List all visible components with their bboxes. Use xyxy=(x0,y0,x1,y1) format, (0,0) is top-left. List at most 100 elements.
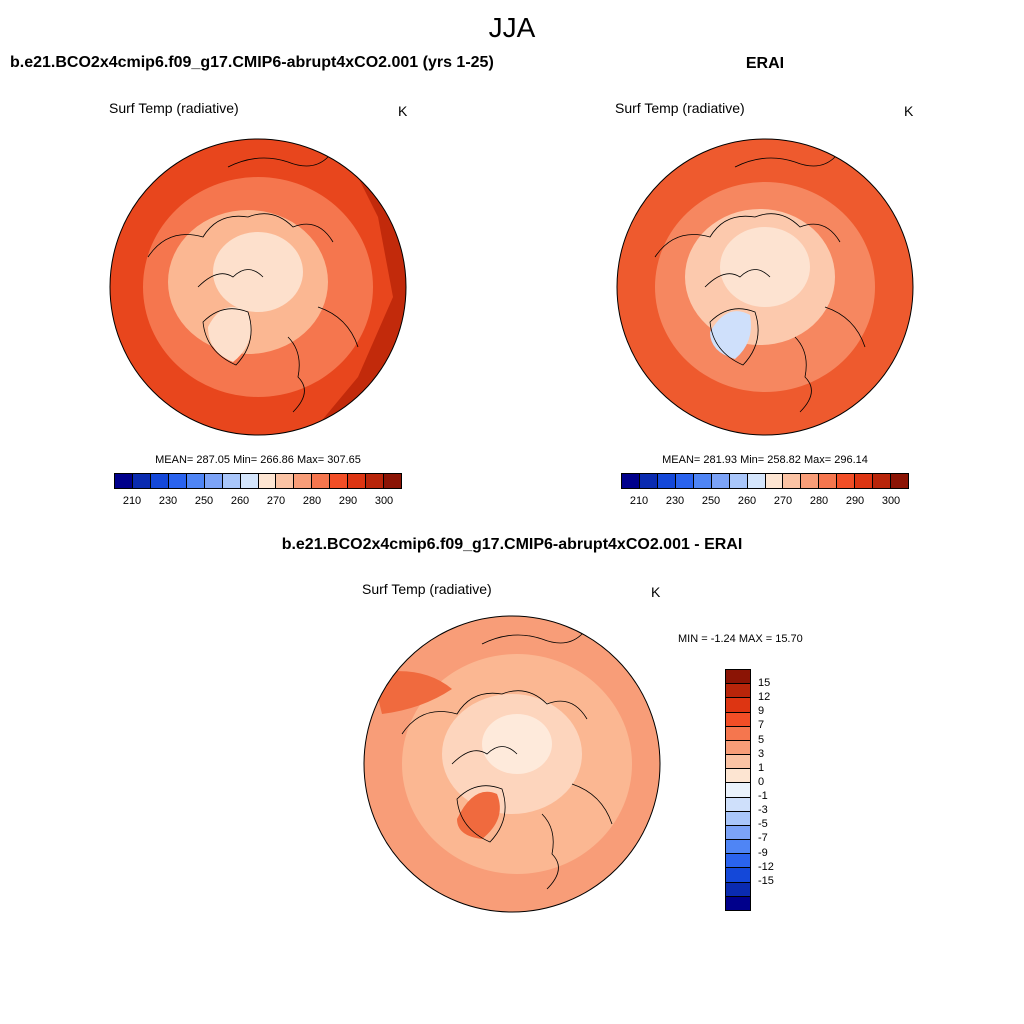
colorbar-tick-label: 250 xyxy=(701,495,721,507)
diff-hot-region xyxy=(372,671,452,714)
colorbar-tick-label: -3 xyxy=(758,804,768,817)
colorbar-swatch xyxy=(726,783,750,798)
obs-colorbar-labels: 210 230 250 260 270 280 290 300 xyxy=(621,495,909,509)
colorbar-tick-label: 280 xyxy=(809,495,829,507)
colorbar-swatch xyxy=(366,474,385,488)
colorbar-swatch xyxy=(891,474,908,488)
colorbar-swatch xyxy=(726,854,750,869)
model-hot-region xyxy=(308,139,406,435)
colorbar-tick-label: 250 xyxy=(194,495,214,507)
colorbar-swatch xyxy=(312,474,331,488)
colorbar-swatch xyxy=(726,868,750,883)
colorbar-swatch xyxy=(726,797,750,812)
obs-panel-title: ERAI xyxy=(745,55,785,72)
diff-coastlines xyxy=(401,633,613,890)
colorbar-swatch xyxy=(693,474,712,488)
colorbar-tick-label: 9 xyxy=(758,705,765,718)
colorbar-swatch xyxy=(801,474,820,488)
diff-colorbar-swatches xyxy=(725,669,751,911)
colorbar-tick-label: -9 xyxy=(758,846,768,859)
colorbar-tick-label: 15 xyxy=(758,677,771,690)
colorbar-swatch xyxy=(675,474,694,488)
colorbar-tick-label: -1 xyxy=(758,790,768,803)
model-panel-title: b.e21.BCO2x4cmip6.f09_g17.CMIP6-abrupt4x… xyxy=(10,54,494,71)
model-polar-map xyxy=(109,138,407,436)
obs-polar-map xyxy=(616,138,914,436)
colorbar-swatch xyxy=(639,474,658,488)
colorbar-swatch xyxy=(276,474,295,488)
colorbar-swatch xyxy=(186,474,205,488)
colorbar-tick-label: 230 xyxy=(158,495,178,507)
model-greenland xyxy=(208,307,251,362)
model-colorbar-swatches xyxy=(114,473,402,489)
diff-colorbar-labels: 15 12 9 7 5 3 1 0 -1 -3 -5 -7 -9 -12 -15 xyxy=(758,669,1024,909)
colorbar-swatch xyxy=(747,474,766,488)
colorbar-tick-label: -7 xyxy=(758,832,768,845)
colorbar-swatch xyxy=(726,840,750,855)
colorbar-swatch xyxy=(711,474,730,488)
diff-panel-title: b.e21.BCO2x4cmip6.f09_g17.CMIP6-abrupt4x… xyxy=(281,536,743,553)
colorbar-swatch xyxy=(873,474,892,488)
colorbar-swatch xyxy=(726,896,750,910)
colorbar-tick-label: -12 xyxy=(758,860,774,873)
model-pole-region xyxy=(213,232,303,312)
colorbar-tick-label: 7 xyxy=(758,719,765,732)
colorbar-tick-label: 1 xyxy=(758,761,765,774)
colorbar-swatch xyxy=(765,474,784,488)
model-colorbar: 210 230 250 260 270 280 290 300 xyxy=(114,473,402,509)
colorbar-tick-label: 290 xyxy=(338,495,358,507)
colorbar-swatch xyxy=(384,474,401,488)
colorbar-swatch xyxy=(726,698,750,713)
colorbar-tick-label: 270 xyxy=(773,495,793,507)
obs-unit-label: K xyxy=(904,103,914,119)
colorbar-swatch xyxy=(222,474,241,488)
model-colorbar-labels: 210 230 250 260 270 280 290 300 xyxy=(114,495,402,509)
colorbar-swatch xyxy=(115,474,133,488)
obs-variable-label: Surf Temp (radiative) xyxy=(615,100,745,116)
obs-colorbar: 210 230 250 260 270 280 290 300 xyxy=(621,473,909,509)
colorbar-swatch xyxy=(855,474,874,488)
colorbar-tick-label: 280 xyxy=(302,495,322,507)
colorbar-swatch xyxy=(168,474,187,488)
colorbar-tick-label: 230 xyxy=(665,495,685,507)
colorbar-swatch xyxy=(240,474,259,488)
colorbar-swatch xyxy=(657,474,676,488)
diff-pole-region xyxy=(482,714,552,774)
colorbar-swatch xyxy=(348,474,367,488)
obs-coastlines xyxy=(654,156,866,413)
colorbar-swatch xyxy=(294,474,313,488)
colorbar-swatch xyxy=(726,769,750,784)
colorbar-swatch xyxy=(726,712,750,727)
colorbar-swatch xyxy=(204,474,223,488)
colorbar-swatch xyxy=(726,882,750,897)
colorbar-tick-label: 210 xyxy=(629,495,649,507)
colorbar-tick-label: 5 xyxy=(758,733,765,746)
diff-colorbar xyxy=(725,669,751,911)
obs-colorbar-swatches xyxy=(621,473,909,489)
colorbar-tick-label: 260 xyxy=(230,495,250,507)
colorbar-swatch xyxy=(729,474,748,488)
colorbar-tick-label: 260 xyxy=(737,495,757,507)
colorbar-tick-label: -5 xyxy=(758,818,768,831)
model-coastlines xyxy=(147,156,359,413)
colorbar-swatch xyxy=(726,684,750,699)
colorbar-swatch xyxy=(150,474,169,488)
colorbar-tick-label: 270 xyxy=(266,495,286,507)
colorbar-swatch xyxy=(783,474,802,488)
figure-title: JJA xyxy=(488,12,536,43)
diff-greenland-hot xyxy=(457,791,500,839)
colorbar-tick-label: 300 xyxy=(881,495,901,507)
colorbar-tick-label: -15 xyxy=(758,874,774,887)
colorbar-swatch xyxy=(258,474,277,488)
model-variable-label: Surf Temp (radiative) xyxy=(109,100,239,116)
colorbar-tick-label: 210 xyxy=(122,495,142,507)
diff-stats: MIN = -1.24 MAX = 15.70 xyxy=(678,633,803,645)
colorbar-swatch xyxy=(837,474,856,488)
colorbar-tick-label: 0 xyxy=(758,775,765,788)
colorbar-swatch xyxy=(726,811,750,826)
obs-stats: MEAN= 281.93 Min= 258.82 Max= 296.14 xyxy=(662,454,868,466)
colorbar-swatch xyxy=(726,755,750,770)
colorbar-swatch xyxy=(132,474,151,488)
colorbar-swatch xyxy=(726,670,750,685)
diff-polar-map xyxy=(363,615,661,913)
